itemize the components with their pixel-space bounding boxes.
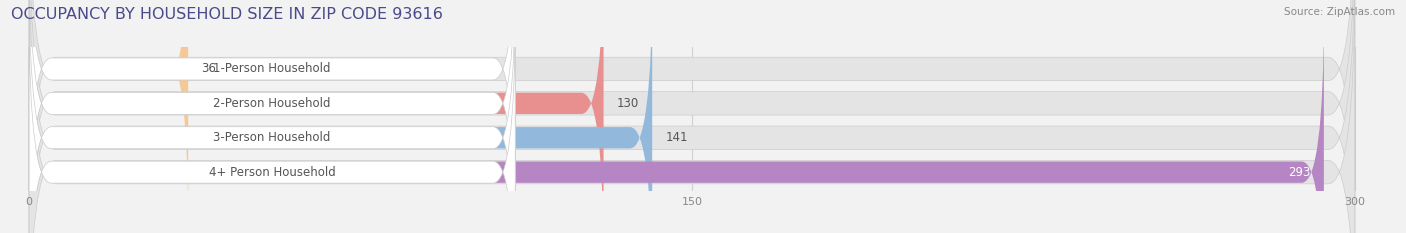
Text: 2-Person Household: 2-Person Household	[214, 97, 330, 110]
FancyBboxPatch shape	[30, 11, 1324, 233]
FancyBboxPatch shape	[30, 0, 1355, 233]
FancyBboxPatch shape	[30, 0, 188, 230]
Text: Source: ZipAtlas.com: Source: ZipAtlas.com	[1284, 7, 1395, 17]
FancyBboxPatch shape	[30, 0, 515, 233]
Text: 4+ Person Household: 4+ Person Household	[208, 166, 336, 179]
FancyBboxPatch shape	[30, 0, 1355, 233]
Text: 130: 130	[617, 97, 640, 110]
Text: 3-Person Household: 3-Person Household	[214, 131, 330, 144]
FancyBboxPatch shape	[30, 0, 603, 233]
FancyBboxPatch shape	[30, 0, 1355, 233]
FancyBboxPatch shape	[30, 0, 1355, 233]
Text: 141: 141	[665, 131, 688, 144]
Text: 36: 36	[201, 62, 217, 75]
Text: 293: 293	[1288, 166, 1310, 179]
Text: OCCUPANCY BY HOUSEHOLD SIZE IN ZIP CODE 93616: OCCUPANCY BY HOUSEHOLD SIZE IN ZIP CODE …	[11, 7, 443, 22]
FancyBboxPatch shape	[30, 0, 515, 233]
FancyBboxPatch shape	[30, 0, 515, 230]
FancyBboxPatch shape	[30, 0, 652, 233]
Text: 1-Person Household: 1-Person Household	[214, 62, 330, 75]
FancyBboxPatch shape	[30, 11, 515, 233]
